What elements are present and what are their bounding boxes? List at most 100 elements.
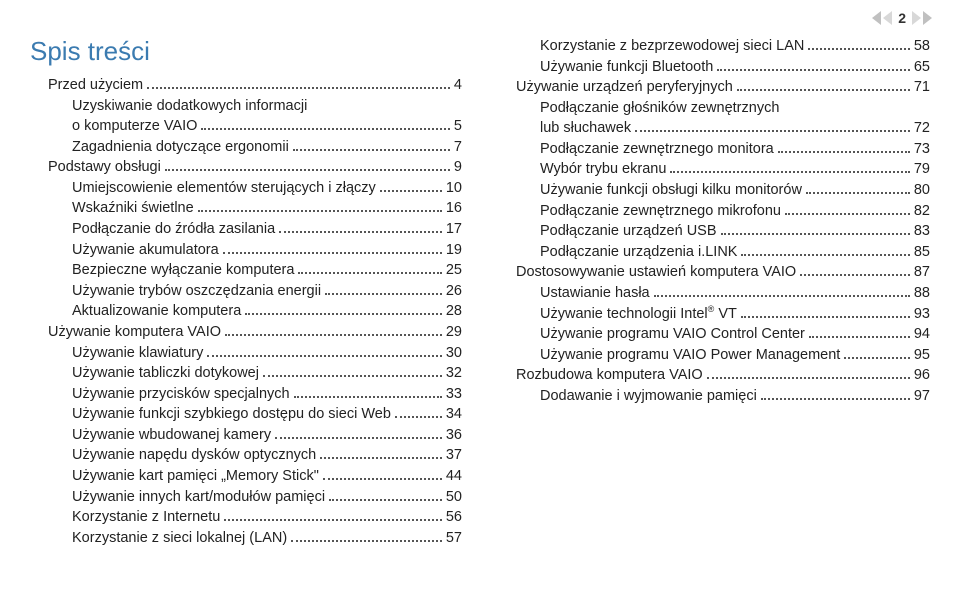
toc-entry-page: 95 (914, 345, 930, 366)
toc-entry-label: Używanie funkcji Bluetooth (540, 57, 713, 78)
toc-entry[interactable]: o komputerze VAIO5 (30, 116, 462, 137)
toc-entry[interactable]: Używanie napędu dysków optycznych37 (30, 445, 462, 466)
toc-entry[interactable]: Używanie kart pamięci „Memory Stick"44 (30, 466, 462, 487)
nav-prev-icon (883, 11, 892, 25)
toc-entry[interactable]: Używanie komputera VAIO29 (30, 322, 462, 343)
toc-entry[interactable]: Używanie innych kart/modułów pamięci 50 (30, 487, 462, 508)
toc-entry-page: 33 (446, 384, 462, 405)
toc-entry-page: 28 (446, 301, 462, 322)
toc-dots (806, 192, 910, 194)
toc-entry[interactable]: Bezpieczne wyłączanie komputera25 (30, 260, 462, 281)
toc-entry-label: Używanie tabliczki dotykowej (72, 363, 259, 384)
toc-entry[interactable]: Aktualizowanie komputera 28 (30, 301, 462, 322)
toc-dots (320, 457, 442, 459)
toc-entry-page: 50 (446, 487, 462, 508)
toc-dots (844, 357, 910, 359)
toc-entry-page: 65 (914, 57, 930, 78)
toc-entry-label: Podłączanie urządzeń USB (540, 221, 717, 242)
toc-entry[interactable]: Podłączanie zewnętrznego mikrofonu82 (498, 201, 930, 222)
toc-dots (293, 149, 450, 151)
toc-entry-page: 79 (914, 159, 930, 180)
toc-entry-page: 94 (914, 324, 930, 345)
toc-entry-page: 26 (446, 281, 462, 302)
toc-entry-page: 82 (914, 201, 930, 222)
toc-entry-label: o komputerze VAIO (72, 116, 197, 137)
toc-entry-page: 32 (446, 363, 462, 384)
toc-entry[interactable]: Korzystanie z Internetu56 (30, 507, 462, 528)
toc-entry[interactable]: Podstawy obsługi9 (30, 157, 462, 178)
toc-entry-label: Dostosowywanie ustawień komputera VAIO (516, 262, 796, 283)
toc-entry-label: Używanie komputera VAIO (48, 322, 221, 343)
toc-entry-page: 88 (914, 283, 930, 304)
toc-entry[interactable]: Wybór trybu ekranu 79 (498, 159, 930, 180)
toc-entry-label: Używanie kart pamięci „Memory Stick" (72, 466, 319, 487)
toc-entry-page: 16 (446, 198, 462, 219)
toc-entry[interactable]: Podłączanie zewnętrznego monitora73 (498, 139, 930, 160)
toc-entry-page: 80 (914, 180, 930, 201)
toc-entry-label: Wskaźniki świetlne (72, 198, 194, 219)
toc-entry-label: Podstawy obsługi (48, 157, 161, 178)
toc-entry-label: Podłączanie do źródła zasilania (72, 219, 275, 240)
toc-entry[interactable]: Używanie programu VAIO Power Management9… (498, 345, 930, 366)
toc-entry[interactable]: Przed użyciem4 (30, 75, 462, 96)
nav-prev-group[interactable] (872, 11, 892, 25)
toc-entry[interactable]: Używanie funkcji obsługi kilku monitorów… (498, 180, 930, 201)
toc-entry[interactable]: Podłączanie do źródła zasilania 17 (30, 219, 462, 240)
toc-dots (808, 48, 910, 50)
toc-entry[interactable]: Rozbudowa komputera VAIO 96 (498, 365, 930, 386)
toc-entry[interactable]: Korzystanie z bezprzewodowej sieci LAN58 (498, 36, 930, 57)
toc-entry-page: 17 (446, 219, 462, 240)
toc-entry[interactable]: Dostosowywanie ustawień komputera VAIO87 (498, 262, 930, 283)
toc-entry-page: 57 (446, 528, 462, 549)
toc-entry-label: Rozbudowa komputera VAIO (516, 365, 703, 386)
toc-entry[interactable]: Używanie wbudowanej kamery36 (30, 425, 462, 446)
toc-dots (329, 499, 442, 501)
toc-entry-label: Aktualizowanie komputera (72, 301, 241, 322)
nav-next-group[interactable] (912, 11, 932, 25)
toc-dots (707, 377, 910, 379)
toc-entry-page: 30 (446, 343, 462, 364)
toc-entry-page: 10 (446, 178, 462, 199)
toc-entry-label: Używanie programu VAIO Control Center (540, 324, 805, 345)
toc-entry[interactable]: Wskaźniki świetlne 16 (30, 198, 462, 219)
toc-entry[interactable]: Używanie klawiatury30 (30, 343, 462, 364)
toc-entry[interactable]: Używanie technologii Intel® VT93 (498, 304, 930, 325)
toc-entry[interactable]: Korzystanie z sieci lokalnej (LAN)57 (30, 528, 462, 549)
toc-dots (201, 128, 449, 130)
toc-dots (721, 233, 910, 235)
toc-entry-label: Używanie innych kart/modułów pamięci (72, 487, 325, 508)
toc-entry[interactable]: Używanie funkcji Bluetooth 65 (498, 57, 930, 78)
toc-dots (741, 254, 909, 256)
toc-right-column: Korzystanie z bezprzewodowej sieci LAN58… (498, 36, 930, 581)
toc-entry-page: 4 (454, 75, 462, 96)
toc-entry[interactable]: Umiejscowienie elementów sterujących i z… (30, 178, 462, 199)
toc-entry[interactable]: Podłączanie urządzenia i.LINK85 (498, 242, 930, 263)
toc-dots (198, 210, 442, 212)
toc-entry[interactable]: Dodawanie i wyjmowanie pamięci97 (498, 386, 930, 407)
toc-entry[interactable]: Podłączanie urządzeń USB83 (498, 221, 930, 242)
toc-entry[interactable]: Używanie programu VAIO Control Center 94 (498, 324, 930, 345)
toc-entry[interactable]: Używanie akumulatora19 (30, 240, 462, 261)
toc-dots (223, 252, 442, 254)
toc-entry[interactable]: Używanie przycisków specjalnych33 (30, 384, 462, 405)
toc-dots (207, 355, 442, 357)
toc-entry-label: Umiejscowienie elementów sterujących i z… (72, 178, 376, 199)
toc-title: Spis treści (30, 36, 462, 67)
toc-container: Spis treści Przed użyciem4Uzyskiwanie do… (30, 36, 930, 581)
toc-entry[interactable]: Używanie urządzeń peryferyjnych71 (498, 77, 930, 98)
toc-dots (225, 334, 442, 336)
toc-entry-label: Korzystanie z Internetu (72, 507, 220, 528)
toc-entry-label: Zagadnienia dotyczące ergonomii (72, 137, 289, 158)
toc-entry[interactable]: Ustawianie hasła88 (498, 283, 930, 304)
toc-entry-label: Używanie funkcji obsługi kilku monitorów (540, 180, 802, 201)
toc-dots (147, 87, 450, 89)
toc-dots (785, 213, 910, 215)
toc-entry[interactable]: Używanie tabliczki dotykowej 32 (30, 363, 462, 384)
toc-entry-page: 19 (446, 240, 462, 261)
toc-entry-page: 96 (914, 365, 930, 386)
toc-entry[interactable]: Zagadnienia dotyczące ergonomii7 (30, 137, 462, 158)
toc-entry-label: Wybór trybu ekranu (540, 159, 666, 180)
toc-entry[interactable]: Używanie trybów oszczędzania energii26 (30, 281, 462, 302)
toc-entry[interactable]: Używanie funkcji szybkiego dostępu do si… (30, 404, 462, 425)
toc-entry[interactable]: lub słuchawek72 (498, 118, 930, 139)
